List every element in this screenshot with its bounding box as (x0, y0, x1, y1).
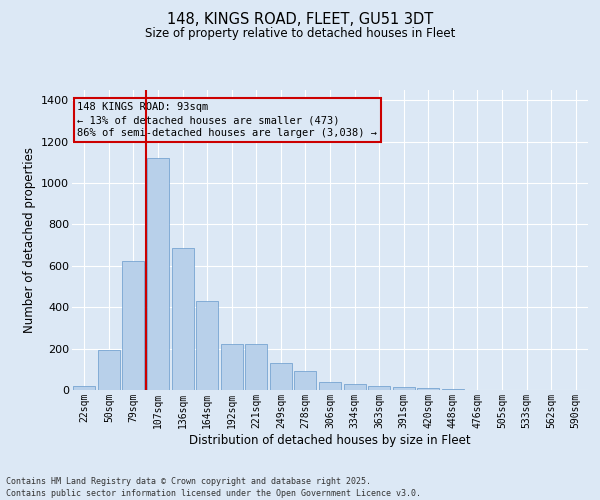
Y-axis label: Number of detached properties: Number of detached properties (23, 147, 35, 333)
Bar (245, 344, 268, 390)
Bar (122, 260, 145, 390)
Text: 148, KINGS ROAD, FLEET, GU51 3DT: 148, KINGS ROAD, FLEET, GU51 3DT (167, 12, 433, 28)
Bar (392, 388, 415, 390)
X-axis label: Distribution of detached houses by size in Fleet: Distribution of detached houses by size … (189, 434, 471, 446)
Bar (295, 372, 316, 390)
Bar (221, 344, 243, 390)
Bar (73, 386, 95, 390)
Bar (319, 382, 341, 390)
Bar (344, 384, 365, 390)
Bar (98, 350, 120, 390)
Bar (147, 158, 169, 390)
Bar (196, 301, 218, 390)
Bar (172, 248, 194, 390)
Bar (417, 388, 439, 390)
Text: Size of property relative to detached houses in Fleet: Size of property relative to detached ho… (145, 28, 455, 40)
Bar (270, 363, 292, 390)
Bar (368, 386, 390, 390)
Text: 148 KINGS ROAD: 93sqm
← 13% of detached houses are smaller (473)
86% of semi-det: 148 KINGS ROAD: 93sqm ← 13% of detached … (77, 102, 377, 139)
Text: Contains HM Land Registry data © Crown copyright and database right 2025.
Contai: Contains HM Land Registry data © Crown c… (6, 476, 421, 498)
